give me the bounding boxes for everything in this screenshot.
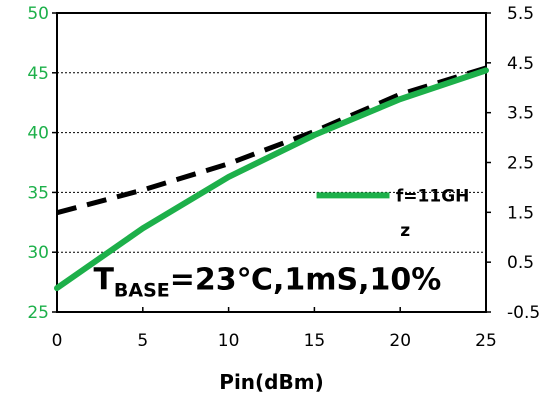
tick-marks	[52, 12, 491, 313]
right-tick-label-0: 5.5	[507, 4, 534, 24]
left-tick-label-3: 35	[27, 183, 49, 203]
x-tick-label-1: 5	[137, 331, 148, 351]
left-tick-label-4: 30	[27, 243, 49, 263]
series-line-1	[56, 65, 487, 216]
right-tick-label-5: 0.5	[507, 253, 534, 273]
gridlines	[57, 72, 486, 253]
left-tick-label-0: 50	[27, 4, 49, 24]
right-tick-label-4: 1.5	[507, 203, 534, 223]
annotation-condition: TBASE=23℃,1mS,10%	[93, 263, 441, 302]
left-tick-label-1: 45	[27, 64, 49, 84]
x-tick-label-4: 20	[389, 331, 411, 351]
legend: f=11GH z	[316, 186, 469, 241]
right-tick-label-3: 2.5	[507, 154, 534, 174]
x-axis-label: Pin(dBm)	[219, 370, 323, 394]
left-tick-label-5: 25	[27, 303, 49, 323]
annotation-prefix: T	[93, 263, 114, 298]
annotation-suffix: =23℃,1mS,10%	[170, 263, 442, 298]
right-tick-label-1: 4.5	[507, 54, 534, 74]
x-tick-label-3: 15	[304, 331, 326, 351]
x-tick-label-2: 10	[218, 331, 240, 351]
series-layer	[54, 65, 489, 292]
tick-labels: 50 45 40 35 30 25 5.5 4.5 3.5 2.5 1.5 0.5 -0.5 0 5 10 15…	[27, 4, 540, 351]
right-tick-label-2: 3.5	[507, 104, 534, 124]
legend-label-wrap: z	[400, 221, 410, 241]
right-tick-label-6: -0.5	[507, 303, 540, 323]
legend-label: f=11GH	[396, 186, 469, 206]
annotation-subscript: BASE	[114, 280, 170, 302]
series-line-0	[54, 67, 489, 292]
left-tick-label-2: 40	[27, 124, 49, 144]
x-tick-label-5: 25	[475, 331, 497, 351]
x-tick-label-0: 0	[52, 331, 63, 351]
